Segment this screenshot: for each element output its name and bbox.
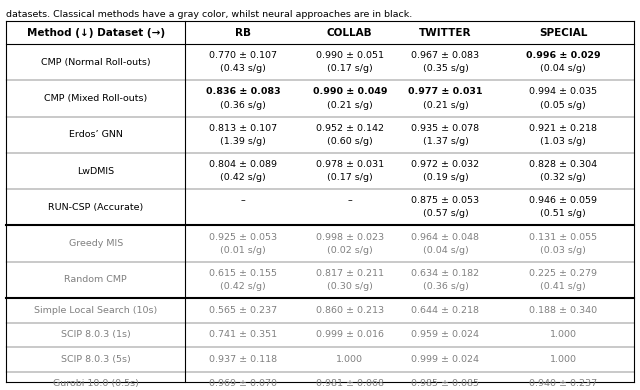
- Text: 0.998 ± 0.023: 0.998 ± 0.023: [316, 232, 384, 241]
- Text: (0.51 s/g): (0.51 s/g): [540, 209, 586, 218]
- Text: (0.03 s/g): (0.03 s/g): [540, 246, 586, 255]
- Text: 0.940 ± 0.237: 0.940 ± 0.237: [529, 379, 597, 388]
- Text: 0.977 ± 0.031: 0.977 ± 0.031: [408, 87, 483, 96]
- Text: 0.964 ± 0.048: 0.964 ± 0.048: [412, 232, 479, 241]
- Text: 0.994 ± 0.035: 0.994 ± 0.035: [529, 87, 597, 96]
- Text: 0.935 ± 0.078: 0.935 ± 0.078: [412, 124, 479, 133]
- Text: 0.565 ± 0.237: 0.565 ± 0.237: [209, 306, 277, 315]
- Text: 0.972 ± 0.032: 0.972 ± 0.032: [412, 160, 479, 169]
- Text: (0.04 s/g): (0.04 s/g): [422, 246, 468, 255]
- Text: 0.946 ± 0.059: 0.946 ± 0.059: [529, 196, 597, 205]
- Text: TWITTER: TWITTER: [419, 28, 472, 38]
- Text: 0.770 ± 0.107: 0.770 ± 0.107: [209, 51, 277, 60]
- Text: 0.836 ± 0.083: 0.836 ± 0.083: [206, 87, 280, 96]
- Text: 0.952 ± 0.142: 0.952 ± 0.142: [316, 124, 384, 133]
- Text: (0.21 s/g): (0.21 s/g): [422, 101, 468, 110]
- Text: (0.04 s/g): (0.04 s/g): [540, 64, 586, 73]
- Text: 0.978 ± 0.031: 0.978 ± 0.031: [316, 160, 384, 169]
- Text: 0.813 ± 0.107: 0.813 ± 0.107: [209, 124, 277, 133]
- Text: 0.225 ± 0.279: 0.225 ± 0.279: [529, 269, 597, 278]
- Text: 0.990 ± 0.049: 0.990 ± 0.049: [312, 87, 387, 96]
- Text: 0.999 ± 0.024: 0.999 ± 0.024: [412, 355, 479, 364]
- Text: 0.967 ± 0.083: 0.967 ± 0.083: [412, 51, 479, 60]
- Text: 0.937 ± 0.118: 0.937 ± 0.118: [209, 355, 277, 364]
- Text: CMP (Normal Roll-outs): CMP (Normal Roll-outs): [41, 58, 150, 67]
- Text: 0.634 ± 0.182: 0.634 ± 0.182: [412, 269, 479, 278]
- Text: Gurobi 10.0 (0.5s): Gurobi 10.0 (0.5s): [53, 379, 139, 388]
- Text: 0.996 ± 0.029: 0.996 ± 0.029: [525, 51, 600, 60]
- Text: 1.000: 1.000: [336, 355, 364, 364]
- Text: (0.30 s/g): (0.30 s/g): [327, 282, 372, 291]
- Text: 0.131 ± 0.055: 0.131 ± 0.055: [529, 232, 597, 241]
- Text: 0.981 ± 0.068: 0.981 ± 0.068: [316, 379, 384, 388]
- Text: 0.999 ± 0.016: 0.999 ± 0.016: [316, 330, 384, 339]
- Text: (0.02 s/g): (0.02 s/g): [327, 246, 372, 255]
- Text: COLLAB: COLLAB: [327, 28, 372, 38]
- Text: 0.959 ± 0.024: 0.959 ± 0.024: [412, 330, 479, 339]
- Text: (0.42 s/g): (0.42 s/g): [220, 282, 266, 291]
- Text: –: –: [241, 196, 246, 205]
- Text: (1.03 s/g): (1.03 s/g): [540, 137, 586, 146]
- Text: LwDMIS: LwDMIS: [77, 167, 115, 176]
- Text: Erdos’ GNN: Erdos’ GNN: [69, 130, 123, 139]
- Text: 0.860 ± 0.213: 0.860 ± 0.213: [316, 306, 384, 315]
- Text: datasets. Classical methods have a gray color, whilst neural approaches are in b: datasets. Classical methods have a gray …: [6, 10, 413, 19]
- Text: Random CMP: Random CMP: [65, 275, 127, 284]
- Text: 0.969 ± 0.070: 0.969 ± 0.070: [209, 379, 277, 388]
- Text: (0.21 s/g): (0.21 s/g): [327, 101, 372, 110]
- Text: (0.57 s/g): (0.57 s/g): [422, 209, 468, 218]
- Text: (0.60 s/g): (0.60 s/g): [327, 137, 372, 146]
- Text: (0.17 s/g): (0.17 s/g): [327, 64, 372, 73]
- Text: 0.925 ± 0.053: 0.925 ± 0.053: [209, 232, 277, 241]
- Text: 0.921 ± 0.218: 0.921 ± 0.218: [529, 124, 597, 133]
- Text: 0.804 ± 0.089: 0.804 ± 0.089: [209, 160, 277, 169]
- Text: –: –: [348, 196, 352, 205]
- Text: (0.36 s/g): (0.36 s/g): [422, 282, 468, 291]
- Text: SCIP 8.0.3 (1s): SCIP 8.0.3 (1s): [61, 330, 131, 339]
- Text: 1.000: 1.000: [550, 330, 577, 339]
- Text: Method (↓) Dataset (→): Method (↓) Dataset (→): [27, 28, 165, 38]
- Text: 0.817 ± 0.211: 0.817 ± 0.211: [316, 269, 384, 278]
- Text: (0.17 s/g): (0.17 s/g): [327, 173, 372, 182]
- Text: (0.05 s/g): (0.05 s/g): [540, 101, 586, 110]
- Text: (0.42 s/g): (0.42 s/g): [220, 173, 266, 182]
- Text: 0.188 ± 0.340: 0.188 ± 0.340: [529, 306, 597, 315]
- Text: RUN-CSP (Accurate): RUN-CSP (Accurate): [48, 203, 143, 212]
- Text: RB: RB: [235, 28, 251, 38]
- Text: 1.000: 1.000: [550, 355, 577, 364]
- Text: (1.39 s/g): (1.39 s/g): [220, 137, 266, 146]
- Text: (0.36 s/g): (0.36 s/g): [220, 101, 266, 110]
- Text: SPECIAL: SPECIAL: [539, 28, 588, 38]
- Text: 0.644 ± 0.218: 0.644 ± 0.218: [412, 306, 479, 315]
- Text: SCIP 8.0.3 (5s): SCIP 8.0.3 (5s): [61, 355, 131, 364]
- Text: CMP (Mixed Roll-outs): CMP (Mixed Roll-outs): [44, 94, 147, 103]
- Text: 0.875 ± 0.053: 0.875 ± 0.053: [412, 196, 479, 205]
- Text: (0.35 s/g): (0.35 s/g): [422, 64, 468, 73]
- Text: 0.615 ± 0.155: 0.615 ± 0.155: [209, 269, 277, 278]
- Text: (0.32 s/g): (0.32 s/g): [540, 173, 586, 182]
- Text: (0.43 s/g): (0.43 s/g): [220, 64, 266, 73]
- Text: 0.990 ± 0.051: 0.990 ± 0.051: [316, 51, 384, 60]
- Text: (0.41 s/g): (0.41 s/g): [540, 282, 586, 291]
- Text: Simple Local Search (10s): Simple Local Search (10s): [34, 306, 157, 315]
- Text: (0.01 s/g): (0.01 s/g): [220, 246, 266, 255]
- Text: 0.741 ± 0.351: 0.741 ± 0.351: [209, 330, 277, 339]
- Text: (0.19 s/g): (0.19 s/g): [422, 173, 468, 182]
- Text: (1.37 s/g): (1.37 s/g): [422, 137, 468, 146]
- Text: 0.828 ± 0.304: 0.828 ± 0.304: [529, 160, 597, 169]
- Text: 0.985 ± 0.085: 0.985 ± 0.085: [412, 379, 479, 388]
- Text: Greedy MIS: Greedy MIS: [68, 239, 123, 248]
